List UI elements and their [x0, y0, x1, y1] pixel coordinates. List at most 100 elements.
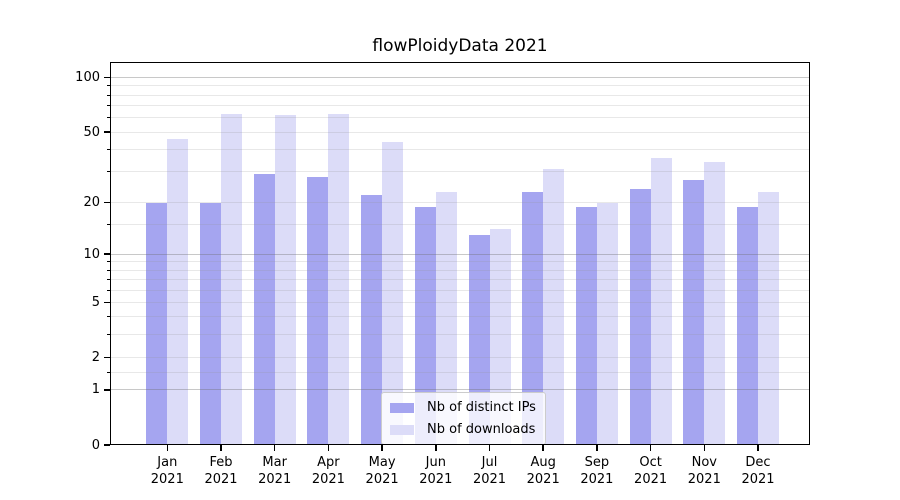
gridline-70: [110, 105, 810, 107]
x-tick-label-mar: Mar 2021: [258, 455, 292, 487]
bar-downloads-jul: [489, 229, 511, 445]
y-tick-label-1: 1: [91, 382, 100, 398]
bar-downloads-dec: [758, 192, 779, 445]
y-tick-0: [104, 444, 110, 446]
bar-distinct-ips-jan: [146, 202, 168, 445]
bar-downloads-mar: [274, 115, 296, 445]
bar-downloads-jun: [435, 192, 457, 445]
gridline-9: [110, 261, 810, 263]
legend-item-distinct-ips: Nb of distinct IPs: [390, 400, 536, 415]
y-minor-tick-90: [106, 85, 110, 87]
x-tick-label-oct: Oct 2021: [634, 455, 668, 487]
x-tick-mar: [273, 445, 276, 451]
y-minor-tick-70: [106, 105, 110, 107]
bar-distinct-ips-sep: [575, 206, 597, 445]
x-tick-apr: [327, 445, 330, 451]
x-tick-label-jun: Jun 2021: [419, 455, 453, 487]
gridline-5: [110, 301, 810, 303]
bar-distinct-ips-apr: [307, 176, 329, 445]
legend-item-downloads: Nb of downloads: [390, 422, 536, 437]
y-minor-tick-9: [106, 261, 110, 263]
y-minor-tick-8: [106, 269, 110, 271]
x-tick-jun: [435, 445, 437, 451]
y-minor-tick-30: [106, 171, 110, 173]
y-tick-label-100: 100: [75, 70, 100, 86]
y-minor-tick-4: [106, 316, 110, 318]
bar-distinct-ips-jun: [414, 206, 436, 445]
legend-label-distinct-ips: Nb of distinct IPs: [427, 400, 536, 415]
y-minor-tick-7: [106, 278, 110, 280]
legend-swatch-distinct-ips: [390, 402, 414, 413]
y-tick-100: [104, 76, 110, 79]
bar-distinct-ips-feb: [200, 202, 221, 445]
x-tick-jan: [166, 445, 169, 451]
y-tick-50: [104, 131, 110, 133]
gridline-30: [110, 171, 810, 173]
x-tick-label-feb: Feb 2021: [204, 455, 238, 487]
gridline-1.5: [110, 371, 810, 373]
y-minor-tick-3: [106, 334, 110, 336]
y-minor-tick-6: [106, 289, 110, 291]
legend: Nb of distinct IPs Nb of downloads: [381, 392, 546, 445]
gridline-100: [110, 77, 810, 79]
y-minor-tick-60: [106, 117, 110, 119]
y-tick-label-20: 20: [83, 195, 100, 211]
x-tick-label-dec: Dec 2021: [741, 455, 775, 487]
bar-distinct-ips-aug: [522, 192, 544, 445]
bar-distinct-ips-nov: [683, 179, 705, 445]
gridline-20: [110, 202, 810, 204]
x-tick-label-jul: Jul 2021: [472, 455, 507, 487]
y-tick-label-0: 0: [91, 437, 100, 453]
x-tick-sep: [596, 445, 598, 451]
gridline-15: [110, 223, 810, 225]
gridline-60: [110, 117, 810, 119]
gridline-80: [110, 94, 810, 96]
y-tick-label-50: 50: [83, 124, 100, 140]
legend-label-downloads: Nb of downloads: [427, 422, 536, 437]
plot-area: Nb of distinct IPs Nb of downloads: [110, 62, 810, 445]
x-tick-label-aug: Aug 2021: [526, 455, 560, 487]
y-tick-10: [104, 253, 110, 255]
bar-downloads-apr: [328, 113, 350, 445]
bar-downloads-jan: [167, 138, 189, 445]
gridline-6: [110, 289, 810, 291]
y-tick-label-2: 2: [91, 350, 100, 366]
y-minor-tick-40: [106, 148, 110, 150]
y-tick-label-10: 10: [83, 246, 100, 262]
x-tick-jul: [488, 445, 491, 451]
gridline-7: [110, 278, 810, 280]
x-tick-oct: [649, 445, 652, 451]
y-minor-tick-1.5: [106, 371, 110, 373]
bar-distinct-ips-dec: [737, 206, 758, 445]
x-tick-nov: [703, 445, 706, 451]
x-tick-dec: [757, 445, 759, 451]
y-minor-tick-80: [106, 94, 110, 96]
x-tick-label-may: May 2021: [365, 455, 399, 487]
bar-downloads-feb: [221, 113, 242, 445]
bar-distinct-ips-mar: [253, 174, 275, 445]
y-tick-5: [104, 301, 110, 304]
x-tick-may: [381, 445, 383, 451]
bar-downloads-nov: [704, 162, 726, 445]
x-tick-aug: [542, 445, 544, 451]
gridline-3: [110, 334, 810, 336]
bar-distinct-ips-may: [361, 195, 383, 445]
gridline-90: [110, 85, 810, 87]
x-tick-label-sep: Sep 2021: [580, 455, 614, 487]
y-tick-label-5: 5: [91, 294, 100, 310]
gridline-2: [110, 357, 810, 359]
chart-title: flowPloidyData 2021: [372, 36, 548, 56]
gridline-50: [110, 131, 810, 133]
x-tick-label-nov: Nov 2021: [687, 455, 721, 487]
y-minor-tick-15: [106, 223, 110, 225]
gridline-4: [110, 316, 810, 318]
gridline-10: [110, 253, 810, 255]
bar-distinct-ips-oct: [629, 188, 651, 445]
gridline-1: [110, 389, 810, 391]
x-tick-feb: [220, 445, 222, 451]
legend-swatch-downloads: [390, 424, 414, 435]
y-tick-1: [104, 389, 110, 391]
bar-downloads-oct: [650, 157, 672, 445]
y-tick-2: [104, 356, 110, 359]
